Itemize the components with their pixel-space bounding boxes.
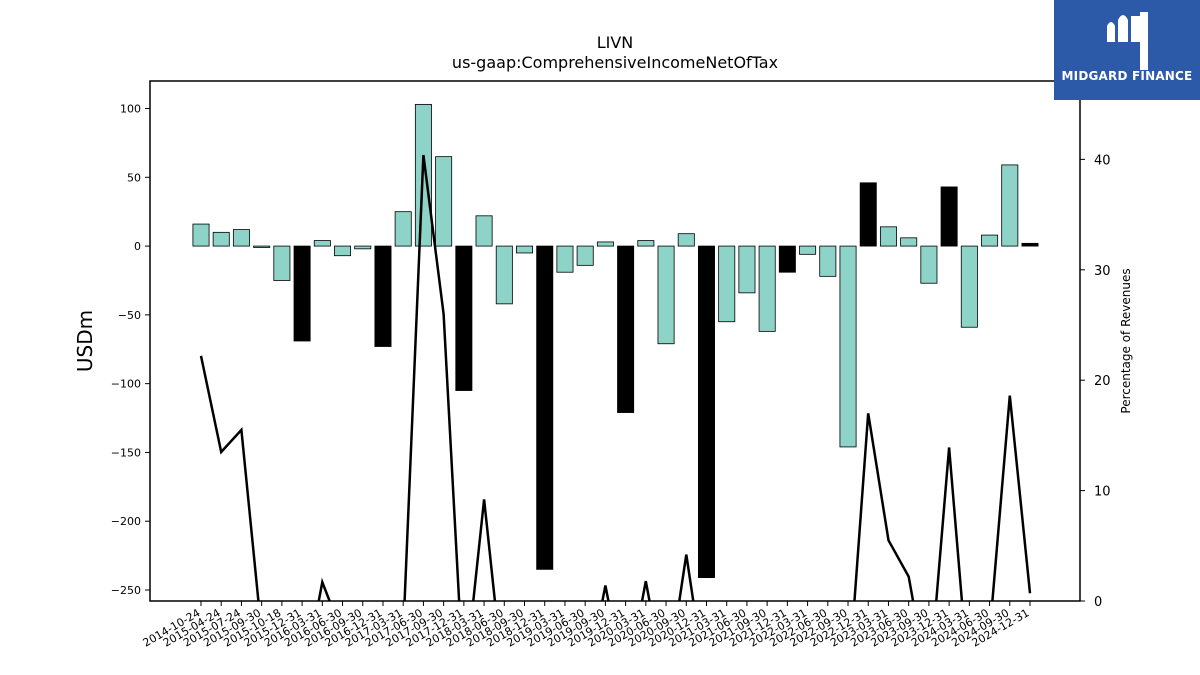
y-tick-label: −100: [111, 378, 141, 391]
brand-name: MIDGARD FINANCE: [1061, 69, 1193, 83]
bar-2019-06-30: [576, 245, 594, 266]
y-tick-label: −50: [118, 309, 141, 322]
plot-frame: [149, 80, 1081, 602]
percentage-line: [199, 154, 1032, 601]
bar-2018-09-30: [516, 245, 533, 254]
y-tick-label: 0: [134, 240, 141, 253]
y2-tick-label: 40: [1094, 153, 1111, 168]
bar-2018-12-31: [536, 245, 554, 570]
bar-2015-04-24: [212, 231, 230, 247]
bar-2015-12-31: [293, 245, 311, 342]
bar-2020-09-30: [677, 233, 695, 247]
bar-2015-07-24: [232, 229, 250, 247]
bar-2020-06-30: [657, 245, 675, 345]
bar-2023-12-31: [940, 186, 958, 247]
bars-layer: [192, 103, 1039, 579]
y-tick-label: 50: [127, 171, 141, 184]
bar-2024-03-31: [960, 245, 978, 328]
bar-2016-06-30: [334, 245, 352, 257]
y2-axis-label: Percentage of Revenues: [1119, 268, 1133, 413]
y2-tick-label: 0: [1094, 595, 1102, 610]
y-tick-label: −200: [111, 515, 141, 528]
y-tick-label: 100: [120, 103, 141, 116]
axes-layer: 100500−50−100−150−200−2500102030402014-1…: [111, 103, 1111, 650]
chart-subtitle: us-gaap:ComprehensiveIncomeNetOfTax: [452, 53, 778, 72]
bar-2021-12-31: [778, 245, 796, 273]
bar-2023-06-30: [900, 237, 918, 247]
bar-2022-12-31: [859, 182, 877, 247]
y2-tick-label: 20: [1094, 374, 1111, 389]
bar-2016-09-30: [354, 245, 372, 250]
bar-2023-09-30: [920, 245, 938, 284]
y2-tick-label: 30: [1094, 264, 1111, 279]
bar-2022-03-31: [799, 245, 817, 255]
bar-2020-12-31: [698, 245, 715, 579]
bar-2014-10-24: [192, 223, 210, 247]
y2-tick-label: 10: [1094, 485, 1111, 500]
bar-2017-03-31: [394, 211, 412, 247]
bar-2015-09-30: [253, 245, 271, 248]
bar-2015-10-18: [273, 245, 291, 281]
bar-2018-06-30: [495, 245, 513, 305]
bar-2017-12-31: [455, 245, 473, 391]
bar-2016-03-31: [313, 240, 331, 247]
bar-2022-09-30: [839, 245, 857, 448]
bar-2020-03-31: [637, 240, 655, 247]
bar-2021-03-31: [718, 245, 736, 323]
y-tick-label: −150: [111, 446, 141, 459]
chart-title: LIVN: [597, 33, 634, 52]
bar-2024-06-30: [981, 234, 999, 247]
bar-2024-12-31: [1021, 242, 1039, 247]
bar-2021-09-30: [758, 245, 776, 332]
bar-2021-06-30: [738, 245, 756, 294]
bar-2017-09-30: [435, 156, 453, 247]
brand-logo: MIDGARD FINANCE: [1054, 0, 1200, 100]
bar-2023-03-31: [879, 226, 897, 247]
y-axis-label: USDm: [73, 310, 97, 372]
bar-2019-09-30: [596, 241, 614, 247]
y-tick-label: −250: [111, 584, 141, 597]
line-layer: [199, 154, 1032, 601]
bar-2019-03-31: [556, 245, 574, 273]
bar-2018-03-31: [475, 215, 493, 247]
bar-2022-06-30: [819, 245, 837, 277]
bar-2016-12-31: [374, 245, 392, 347]
midgard-logo-icon: [1107, 12, 1148, 70]
bar-2019-12-31: [617, 245, 635, 413]
bar-2024-09-30: [1001, 164, 1019, 247]
